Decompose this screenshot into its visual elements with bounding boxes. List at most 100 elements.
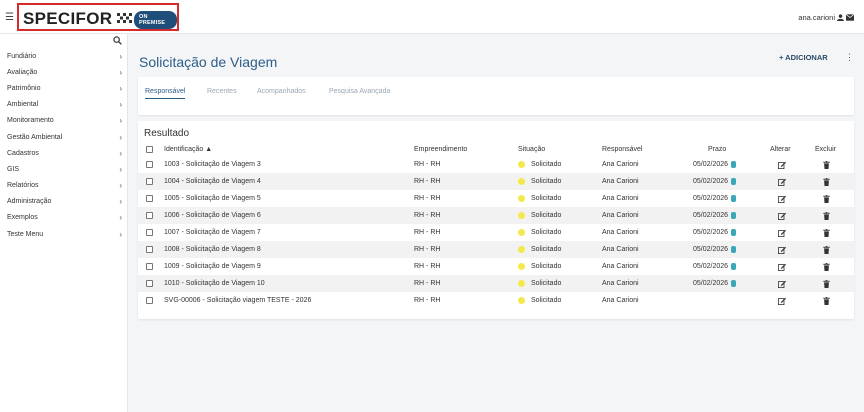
row-checkbox[interactable]	[146, 280, 153, 287]
table-row[interactable]: 1006 - Solicitação de Viagem 6 RH - RH Sol…	[138, 207, 854, 224]
info-icon[interactable]	[731, 246, 737, 253]
edit-icon[interactable]	[778, 241, 786, 258]
row-identificacao[interactable]: 1003 - Solicitação de Viagem 3	[164, 161, 261, 168]
trash-icon[interactable]	[823, 156, 830, 173]
column-situacao[interactable]: Situação	[518, 145, 546, 153]
row-identificacao[interactable]: 1010 - Solicitação de Viagem 10	[164, 280, 265, 287]
sidebar-item[interactable]: Avaliação ›	[0, 64, 128, 80]
table-header: Identificação ▲ Empreendimento Situação …	[138, 142, 854, 156]
column-responsavel[interactable]: Responsável	[602, 145, 643, 153]
table-row[interactable]: 1005 - Solicitação de Viagem 5 RH - RH Sol…	[138, 190, 854, 207]
row-identificacao[interactable]: 1004 - Solicitação de Viagem 4	[164, 178, 261, 185]
row-identificacao[interactable]: 1009 - Solicitação de Viagem 9	[164, 263, 261, 270]
table-row[interactable]: SVG-00006 - Solicitação viagem TESTE - 2…	[138, 292, 854, 309]
edit-icon[interactable]	[778, 156, 786, 173]
info-icon[interactable]	[731, 195, 737, 202]
sidebar-item[interactable]: Monitoramento ›	[0, 113, 128, 129]
row-identificacao[interactable]: 1008 - Solicitação de Viagem 8	[164, 246, 261, 253]
table-row[interactable]: 1004 - Solicitação de Viagem 4 RH - RH Sol…	[138, 173, 854, 190]
row-checkbox[interactable]	[146, 161, 153, 168]
edit-icon[interactable]	[778, 190, 786, 207]
trash-icon[interactable]	[823, 292, 830, 309]
edit-icon[interactable]	[778, 173, 786, 190]
info-icon[interactable]	[731, 161, 737, 168]
row-checkbox[interactable]	[146, 297, 153, 304]
column-identificacao[interactable]: Identificação ▲	[164, 145, 213, 153]
row-identificacao[interactable]: 1005 - Solicitação de Viagem 5	[164, 195, 261, 202]
sidebar-item[interactable]: GIS ›	[0, 161, 128, 177]
row-empreendimento: RH - RH	[414, 246, 441, 253]
row-situacao: Solicitado	[531, 263, 562, 270]
row-empreendimento: RH - RH	[414, 212, 441, 219]
sidebar-item[interactable]: Administração ›	[0, 194, 128, 210]
chevron-right-icon: ›	[119, 132, 122, 142]
tab-acompanhados[interactable]: Acompanhados	[257, 88, 306, 95]
info-icon[interactable]	[731, 212, 737, 219]
tab-recentes[interactable]: Recentes	[207, 88, 237, 95]
info-icon[interactable]	[731, 263, 737, 270]
row-checkbox[interactable]	[146, 263, 153, 270]
row-checkbox[interactable]	[146, 195, 153, 202]
sidebar-item[interactable]: Fundiário ›	[0, 48, 128, 64]
row-responsavel: Ana Carioni	[602, 161, 639, 168]
sidebar-item-label: GIS	[7, 165, 20, 173]
row-identificacao[interactable]: 1007 - Solicitação de Viagem 7	[164, 229, 261, 236]
table-row[interactable]: 1003 - Solicitação de Viagem 3 RH - RH Sol…	[138, 156, 854, 173]
column-prazo[interactable]: Prazo	[708, 145, 727, 153]
row-responsavel: Ana Carioni	[602, 263, 639, 270]
trash-icon[interactable]	[823, 258, 830, 275]
select-all-checkbox[interactable]	[146, 145, 153, 153]
row-checkbox[interactable]	[146, 212, 153, 219]
row-identificacao[interactable]: SVG-00006 - Solicitação viagem TESTE - 2…	[164, 297, 312, 304]
user-icon	[837, 14, 844, 21]
trash-icon[interactable]	[823, 241, 830, 258]
row-situacao: Solicitado	[531, 195, 562, 202]
edit-icon[interactable]	[778, 258, 786, 275]
sidebar-item[interactable]: Exemplos ›	[0, 210, 128, 226]
edit-icon[interactable]	[778, 292, 786, 309]
row-checkbox[interactable]	[146, 178, 153, 185]
trash-icon[interactable]	[823, 224, 830, 241]
row-empreendimento: RH - RH	[414, 263, 441, 270]
table-row[interactable]: 1008 - Solicitação de Viagem 8 RH - RH Sol…	[138, 241, 854, 258]
edit-icon[interactable]	[778, 207, 786, 224]
sidebar-item[interactable]: Gestão Ambiental ›	[0, 129, 128, 145]
more-options-icon[interactable]: ⋮	[845, 52, 854, 62]
table-row[interactable]: 1007 - Solicitação de Viagem 7 RH - RH Sol…	[138, 224, 854, 241]
column-empreendimento[interactable]: Empreendimento	[414, 145, 468, 153]
on-premise-badge: ON PREMISE	[134, 11, 177, 29]
search-icon[interactable]	[113, 36, 122, 45]
trash-icon[interactable]	[823, 173, 830, 190]
edit-icon[interactable]	[778, 275, 786, 292]
trash-icon[interactable]	[823, 207, 830, 224]
row-checkbox[interactable]	[146, 229, 153, 236]
info-icon[interactable]	[731, 178, 737, 185]
info-icon[interactable]	[731, 229, 737, 236]
chevron-right-icon: ›	[119, 83, 122, 93]
tab-pesquisa-avancada[interactable]: Pesquisa Avançada	[329, 88, 391, 95]
sidebar: Fundiário › Avaliação › Patrimônio › Ambiental…	[0, 34, 128, 412]
user-menu[interactable]: ana.carioni	[798, 13, 854, 22]
row-checkbox[interactable]	[146, 246, 153, 253]
table-row[interactable]: 1010 - Solicitação de Viagem 10 RH - RH So…	[138, 275, 854, 292]
row-situacao: Solicitado	[531, 212, 562, 219]
tab-responsavel[interactable]: Responsável	[145, 88, 186, 99]
logo[interactable]: SPECIFOR ON PREMISE	[17, 3, 179, 31]
menu-icon[interactable]: ☰	[5, 12, 14, 23]
mail-icon[interactable]	[846, 14, 854, 21]
sidebar-item[interactable]: Teste Menu ›	[0, 226, 128, 242]
sidebar-item[interactable]: Ambiental ›	[0, 97, 128, 113]
row-identificacao[interactable]: 1006 - Solicitação de Viagem 6	[164, 212, 261, 219]
sidebar-item[interactable]: Patrimônio ›	[0, 80, 128, 96]
table-row[interactable]: 1009 - Solicitação de Viagem 9 RH - RH Sol…	[138, 258, 854, 275]
info-icon[interactable]	[731, 280, 737, 287]
edit-icon[interactable]	[778, 224, 786, 241]
trash-icon[interactable]	[823, 190, 830, 207]
sidebar-item[interactable]: Cadastros ›	[0, 145, 128, 161]
trash-icon[interactable]	[823, 275, 830, 292]
sidebar-item-label: Relatórios	[7, 182, 39, 190]
status-dot-icon	[518, 161, 525, 168]
add-button[interactable]: + ADICIONAR	[779, 53, 828, 62]
row-prazo: 05/02/2026	[693, 212, 729, 219]
sidebar-item[interactable]: Relatórios ›	[0, 178, 128, 194]
